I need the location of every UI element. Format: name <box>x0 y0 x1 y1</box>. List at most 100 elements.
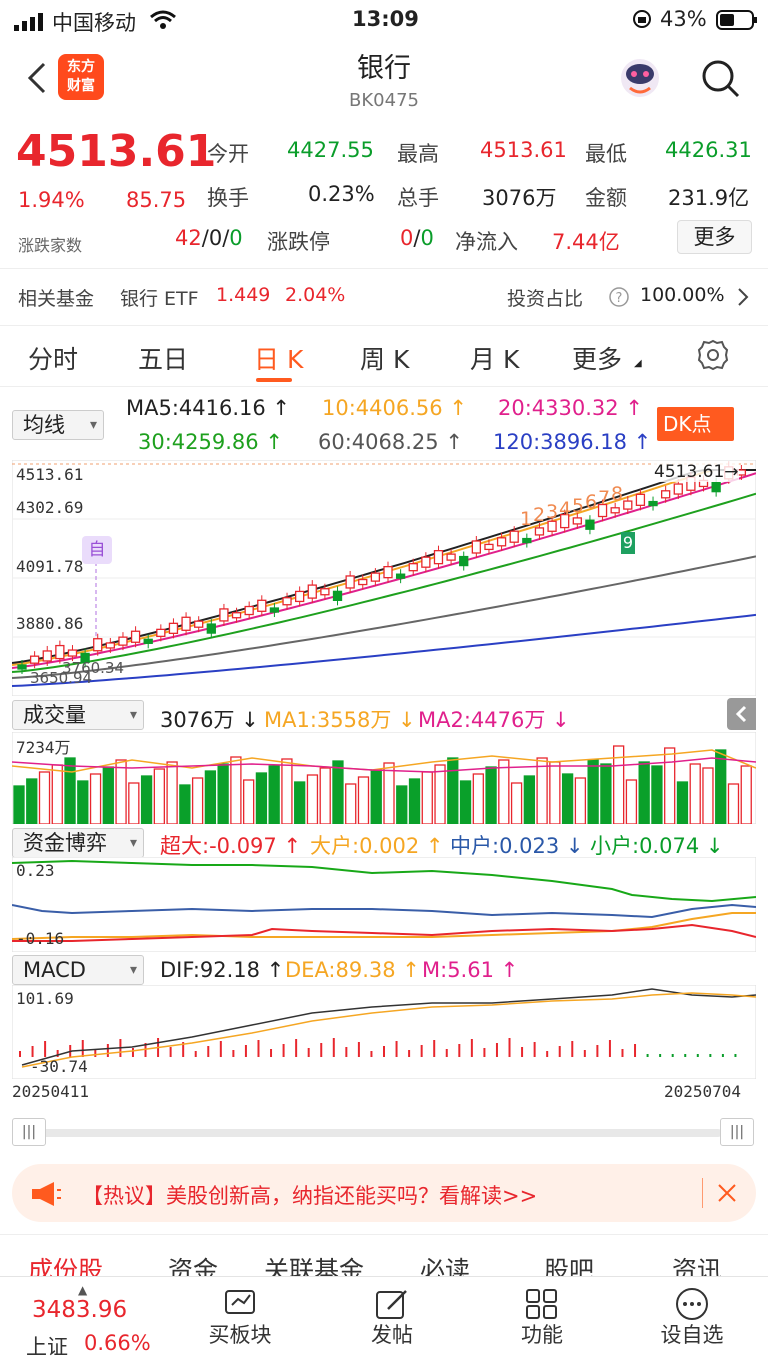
volume-bar <box>740 765 752 824</box>
range-slider-right-handle[interactable]: ||| <box>720 1118 754 1146</box>
news-banner[interactable]: 【热议】美股创新高，纳指还能买吗？看解读>> <box>12 1164 756 1222</box>
volume-value: 3076万 <box>482 186 557 210</box>
last-price: 4513.61 <box>16 126 217 177</box>
td-count: 8 <box>611 483 624 505</box>
open-value: 4427.55 <box>287 138 374 162</box>
tab-news[interactable]: 资讯 <box>672 1256 723 1276</box>
tab-must-read[interactable]: 必读 <box>420 1256 471 1276</box>
candle <box>648 500 658 507</box>
volume-chart <box>12 732 756 824</box>
battery-level: 43% <box>660 7 707 31</box>
volume-bar <box>140 775 153 824</box>
tab-related-funds[interactable]: 关联基金 <box>264 1256 365 1276</box>
volume-bar <box>294 781 306 824</box>
candle <box>143 638 153 644</box>
tab-daily-k[interactable]: 日 K <box>254 345 304 374</box>
volume-bar <box>128 782 140 824</box>
volume-ma1: MA1:3558万 ↓ <box>264 708 416 732</box>
volume-bar <box>217 763 229 824</box>
candle <box>80 652 90 664</box>
collapse-panel-button[interactable] <box>727 698 756 730</box>
tab-weekly-k[interactable]: 周 K <box>360 345 410 374</box>
candle <box>29 655 40 664</box>
candle <box>105 642 115 649</box>
volume-bar <box>230 756 242 824</box>
volume-bar <box>306 774 319 824</box>
fund-pct: 2.04% <box>285 284 346 306</box>
volume-bar <box>179 784 191 824</box>
range-slider-track[interactable] <box>38 1129 722 1137</box>
ma-selector[interactable]: 均线 <box>12 410 104 440</box>
start-date: 20250411 <box>12 1082 90 1101</box>
candle <box>471 540 481 554</box>
index-value[interactable]: 3483.96 <box>32 1297 128 1323</box>
volume-bar <box>676 781 689 824</box>
range-slider-left-handle[interactable]: ||| <box>12 1118 46 1146</box>
dk-point-button[interactable]: DK点 <box>657 407 734 441</box>
candle <box>181 616 191 631</box>
clock: 13:09 <box>352 7 419 31</box>
help-icon[interactable]: ? <box>608 286 630 312</box>
flow-selector[interactable]: 资金博弈 <box>12 828 144 858</box>
candle <box>269 607 280 613</box>
buy-sector-button[interactable]: 买板块 <box>180 1277 300 1367</box>
volume-selector[interactable]: 成交量 <box>12 700 144 730</box>
last-price-marker: 4513.61→ <box>654 462 739 482</box>
chevron-right-icon[interactable] <box>736 286 750 312</box>
candle <box>307 584 317 599</box>
gear-icon[interactable] <box>696 338 730 376</box>
index-name: 上证 <box>26 1335 68 1359</box>
td-count: 6 <box>585 491 598 513</box>
td-count: 4 <box>559 498 572 520</box>
post-button[interactable]: 发帖 <box>332 1277 452 1367</box>
volume-max-tick: 7234万 <box>16 738 71 757</box>
fund-name[interactable]: 银行 ETF <box>120 288 199 310</box>
candle <box>168 622 179 634</box>
close-icon[interactable] <box>716 1182 738 1208</box>
netflow-label: 净流入 <box>455 230 518 254</box>
candle <box>345 575 355 589</box>
back-icon[interactable] <box>24 60 48 100</box>
buy-sector-label: 买板块 <box>208 1323 272 1347</box>
flow-bottom-tick: -0.16 <box>16 929 65 948</box>
volume-bar <box>485 766 497 824</box>
robot-assistant-icon[interactable] <box>616 54 664 106</box>
volume-bar <box>498 759 510 824</box>
candle <box>93 638 103 652</box>
tab-five-day[interactable]: 五日 <box>138 345 189 374</box>
candle <box>610 507 620 514</box>
candle <box>231 612 242 619</box>
candle <box>421 556 431 568</box>
candle <box>446 553 456 561</box>
low-price-marker-b: 3760.34 <box>62 659 125 677</box>
tab-capital[interactable]: 资金 <box>168 1256 219 1276</box>
volume-bar <box>204 770 217 824</box>
volume-bar <box>600 763 612 824</box>
candlestick-chart[interactable] <box>12 460 756 696</box>
tab-monthly-k[interactable]: 月 K <box>470 345 520 374</box>
td-count: 7 <box>598 487 611 509</box>
rotation-lock-icon <box>632 9 652 34</box>
macd-bottom-tick: -30.74 <box>30 1057 88 1076</box>
candle <box>320 588 330 596</box>
more-dots-icon <box>674 1287 710 1325</box>
macd-selector[interactable]: MACD <box>12 955 144 985</box>
grid-icon <box>524 1287 560 1325</box>
volume-bar <box>370 769 382 824</box>
candle <box>673 483 683 495</box>
volume-bar <box>715 749 727 824</box>
search-icon[interactable] <box>700 58 742 104</box>
more-button[interactable]: 更多 <box>677 220 752 254</box>
volume-bar <box>268 765 280 824</box>
tab-intraday[interactable]: 分时 <box>28 345 79 374</box>
add-watchlist-button[interactable]: 设自选 <box>632 1277 752 1367</box>
functions-button[interactable]: 功能 <box>482 1277 602 1367</box>
post-label: 发帖 <box>371 1323 413 1347</box>
tab-forum[interactable]: 股吧 <box>544 1256 595 1276</box>
tab-more[interactable]: 更多 <box>572 345 623 374</box>
tab-constituents[interactable]: 成份股 <box>28 1256 104 1276</box>
candle <box>534 527 545 536</box>
buy-sector-icon <box>222 1287 258 1325</box>
candle <box>572 517 582 525</box>
self-select-marker[interactable]: 自 <box>82 536 112 564</box>
